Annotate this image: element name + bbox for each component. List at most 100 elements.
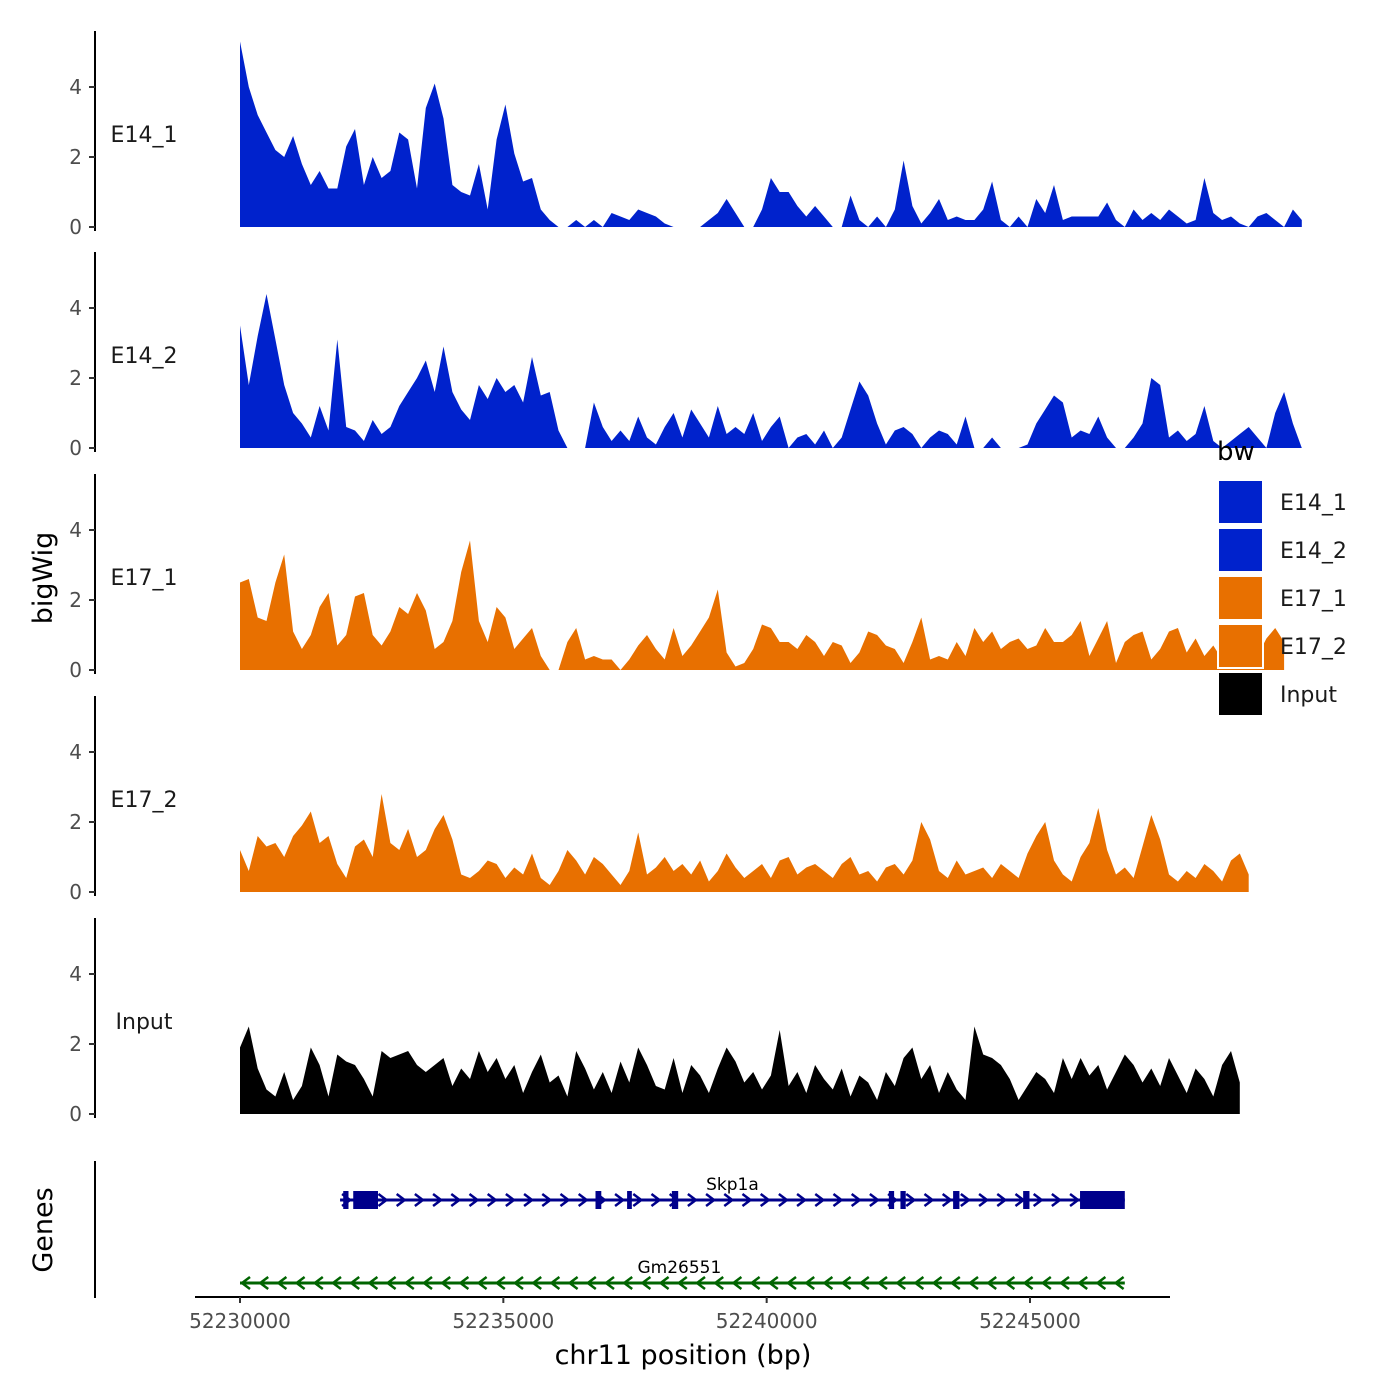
strand-arrow: [676, 1276, 688, 1290]
legend-key-swatch: [1217, 575, 1264, 621]
strand-arrow: [694, 1276, 706, 1290]
track-label-e14-1: E14_1: [111, 123, 178, 148]
legend-item-e17-1: E17_1: [1217, 575, 1347, 621]
legend-key-swatch: [1217, 479, 1264, 525]
strand-arrow: [858, 1276, 870, 1290]
strand-arrow: [349, 1276, 360, 1290]
strand-arrow: [239, 1276, 251, 1290]
gene-skp1a: Skp1a: [340, 1175, 1125, 1209]
strand-arrow: [276, 1276, 288, 1290]
strand-arrow: [650, 1193, 662, 1207]
legend-title: bw: [1217, 437, 1255, 467]
panel-e17-1: 0 2 4 E17_1: [69, 474, 1285, 682]
y-tick-label: 4: [69, 296, 82, 320]
strand-arrow: [1040, 1276, 1052, 1290]
strand-arrow: [869, 1193, 880, 1207]
gene-label-gm26551: Gm26551: [637, 1258, 721, 1278]
legend-key-swatch: [1217, 671, 1264, 717]
strand-arrow: [876, 1276, 888, 1290]
strand-arrow: [949, 1276, 961, 1290]
strand-arrow: [895, 1276, 906, 1290]
strand-arrow: [1022, 1276, 1034, 1290]
strand-arrow: [960, 1193, 971, 1207]
panel-e14-1: 0 2 4 E14_1: [69, 31, 1302, 239]
track-label-input: Input: [116, 1010, 173, 1035]
gene-gm26551: Gm26551: [239, 1258, 1125, 1290]
strand-arrow: [840, 1276, 852, 1290]
strand-arrow: [367, 1276, 379, 1290]
y-tick-label: 4: [69, 518, 82, 542]
strand-arrow: [814, 1193, 826, 1207]
strand-arrow: [432, 1193, 444, 1207]
y-tick-label: 0: [69, 436, 82, 460]
area-series-input: [240, 1026, 1240, 1114]
gene-exon: [900, 1191, 906, 1209]
y-tick-label: 2: [69, 810, 82, 834]
strand-arrow: [632, 1193, 644, 1207]
strand-arrow: [1058, 1276, 1070, 1290]
strand-arrow: [385, 1276, 397, 1290]
strand-arrow: [996, 1193, 1008, 1207]
gene-exon: [953, 1191, 960, 1209]
strand-arrow: [603, 1276, 615, 1290]
strand-arrow: [294, 1276, 306, 1290]
area-series-e14-2: [240, 294, 1302, 448]
strand-arrow: [723, 1193, 735, 1207]
strand-arrow: [741, 1193, 753, 1207]
strand-arrow: [923, 1193, 935, 1207]
legend-label: Input: [1280, 683, 1337, 708]
strand-arrow: [258, 1276, 269, 1290]
strand-arrow: [658, 1276, 670, 1290]
strand-arrow: [622, 1276, 633, 1290]
panel-input: 0 2 4 Input: [69, 918, 1240, 1126]
strand-arrow: [494, 1276, 506, 1290]
gene-exon: [888, 1191, 895, 1209]
y-tick-label: 0: [69, 215, 82, 239]
track-panels: 0 2 4 E14_1 0 2 4 E14_2 0 2 4 E17_1 0 2 4 E17_2 0 2 4 Input: [69, 31, 1302, 1126]
genes-panel: Genes Skp1a Gm26551 52230000 52235000 52240…: [28, 1161, 1170, 1371]
legend-label: E14_1: [1280, 491, 1347, 516]
legend-key-swatch: [1217, 527, 1264, 573]
strand-arrow: [822, 1276, 834, 1290]
x-axis-title: chr11 position (bp): [555, 1340, 812, 1371]
y-tick-label: 2: [69, 145, 82, 169]
track-label-e14-2: E14_2: [111, 344, 178, 369]
strand-arrow: [440, 1276, 451, 1290]
legend: bw E14_1 E14_2 E17_1 E17_2 Input: [1217, 437, 1347, 717]
strand-arrow: [468, 1193, 480, 1207]
strand-arrow: [913, 1276, 925, 1290]
y-axis-title: bigWig: [28, 532, 59, 625]
strand-arrow: [505, 1193, 516, 1207]
strand-arrow: [1095, 1276, 1107, 1290]
strand-arrow: [767, 1276, 779, 1290]
strand-arrow: [1032, 1193, 1044, 1207]
strand-arrow: [403, 1276, 415, 1290]
genes-layer: Skp1a Gm26551: [239, 1175, 1125, 1290]
legend-item-e14-2: E14_2: [1217, 527, 1347, 573]
strand-arrow: [421, 1276, 433, 1290]
gene-exon: [671, 1191, 679, 1209]
legend-label: E14_2: [1280, 539, 1347, 564]
strand-arrow: [1004, 1276, 1016, 1290]
area-series-e17-2: [240, 794, 1249, 892]
strand-arrow: [905, 1193, 917, 1207]
x-tick-label: 52245000: [979, 1309, 1081, 1333]
x-axis-ticks: 52230000 52235000 52240000 52245000: [189, 1297, 1081, 1333]
track-label-e17-1: E17_1: [111, 566, 178, 591]
legend-item-input: Input: [1217, 671, 1337, 717]
strand-arrow: [749, 1276, 761, 1290]
strand-arrow: [414, 1193, 425, 1207]
strand-arrow: [1077, 1276, 1088, 1290]
y-tick-label: 4: [69, 962, 82, 986]
strand-arrow: [531, 1276, 542, 1290]
strand-arrow: [731, 1276, 743, 1290]
legend-label: E17_1: [1280, 587, 1347, 612]
gene-label-skp1a: Skp1a: [706, 1175, 759, 1195]
strand-arrow: [1051, 1193, 1062, 1207]
y-tick-label: 4: [69, 740, 82, 764]
legend-item-e17-2: E17_2: [1217, 623, 1347, 669]
strand-arrow: [785, 1276, 797, 1290]
strand-arrow: [778, 1193, 789, 1207]
strand-arrow: [705, 1193, 717, 1207]
